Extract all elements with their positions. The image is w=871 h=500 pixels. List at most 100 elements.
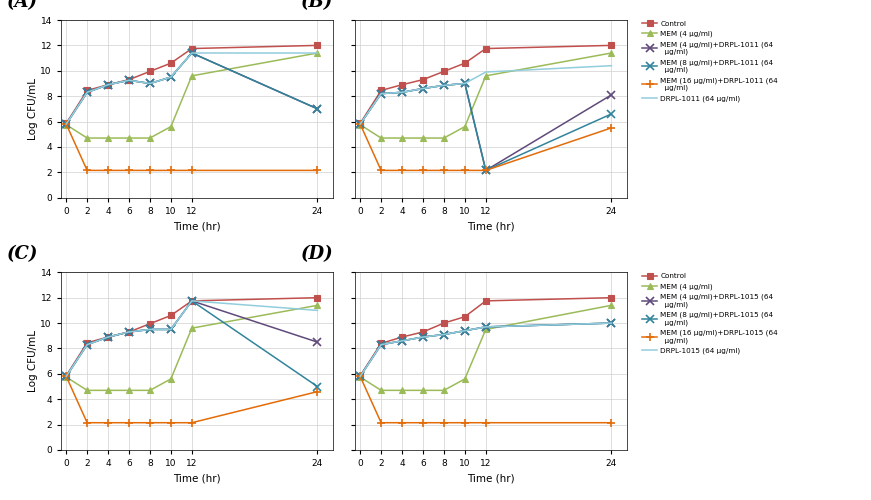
DRPL-1013 (64 μg/ml) [61,374,71,380]
MEM (8 μg/ml)+DRPL-1015 (64
  μg/ml) [376,342,387,347]
MEM (8 μg/ml)+DRPL-1001 (64
  μg/ml) [312,106,322,112]
Line: DRPL-1015 (64 μg/ml): DRPL-1015 (64 μg/ml) [361,323,611,376]
MEM (4 μg/ml) [103,388,113,394]
Control [418,329,429,335]
MEM (16 μg/ml)+DRPL-1001 (64
  μg/ml) [103,168,113,173]
DRPL-1015 (64 μg/ml) [481,324,491,330]
MEM (16 μg/ml)+DRPL-1015 (64
  μg/ml) [418,420,429,426]
MEM (4 μg/ml)+DRPL-1013 (64
  μg/ml) [312,339,322,345]
DRPL-1013 (64 μg/ml) [165,326,176,332]
MEM (4 μg/ml) [376,388,387,394]
MEM (8 μg/ml)+DRPL-1011 (64
  μg/ml) [376,90,387,96]
MEM (4 μg/ml) [312,50,322,56]
MEM (8 μg/ml)+DRPL-1001 (64
  μg/ml) [82,90,92,96]
MEM (8 μg/ml)+DRPL-1001 (64
  μg/ml) [124,78,134,84]
MEM (4 μg/ml) [439,388,449,394]
Control [418,76,429,82]
MEM (16 μg/ml)+DRPL-1001 (64
  μg/ml) [312,168,322,173]
MEM (4 μg/ml)+DRPL-1015 (64
  μg/ml) [376,342,387,347]
MEM (8 μg/ml)+DRPL-1011 (64
  μg/ml) [481,168,491,173]
MEM (16 μg/ml)+DRPL-1011 (64
  μg/ml) [481,168,491,173]
MEM (8 μg/ml)+DRPL-1001 (64
  μg/ml) [61,121,71,127]
MEM (8 μg/ml)+DRPL-1013 (64
  μg/ml) [312,384,322,390]
MEM (16 μg/ml)+DRPL-1011 (64
  μg/ml) [397,168,408,173]
MEM (16 μg/ml)+DRPL-1013 (64
  μg/ml) [312,388,322,394]
MEM (8 μg/ml)+DRPL-1013 (64
  μg/ml) [124,329,134,335]
MEM (4 μg/ml) [124,135,134,141]
Line: MEM (16 μg/ml)+DRPL-1011 (64
  μg/ml): MEM (16 μg/ml)+DRPL-1011 (64 μg/ml) [356,120,615,174]
MEM (16 μg/ml)+DRPL-1001 (64
  μg/ml) [145,168,155,173]
Control [376,88,387,94]
DRPL-1011 (64 μg/ml) [397,90,408,96]
DRPL-1015 (64 μg/ml) [439,332,449,338]
MEM (4 μg/ml) [124,388,134,394]
Line: Control: Control [357,42,615,126]
MEM (16 μg/ml)+DRPL-1013 (64
  μg/ml) [61,374,71,380]
DRPL-1011 (64 μg/ml) [376,90,387,96]
MEM (4 μg/ml) [397,135,408,141]
MEM (8 μg/ml)+DRPL-1013 (64
  μg/ml) [145,326,155,332]
MEM (4 μg/ml) [165,376,176,382]
MEM (4 μg/ml) [82,135,92,141]
MEM (4 μg/ml) [355,122,366,128]
Text: (D): (D) [300,246,333,264]
DRPL-1001 (64 μg/ml) [124,78,134,84]
Control [481,298,491,304]
MEM (16 μg/ml)+DRPL-1015 (64
  μg/ml) [439,420,449,426]
DRPL-1011 (64 μg/ml) [481,69,491,75]
Line: MEM (16 μg/ml)+DRPL-1015 (64
  μg/ml): MEM (16 μg/ml)+DRPL-1015 (64 μg/ml) [356,372,615,426]
MEM (4 μg/ml)+DRPL-1015 (64
  μg/ml) [355,374,366,380]
MEM (4 μg/ml) [481,73,491,79]
Control [312,294,322,300]
MEM (8 μg/ml)+DRPL-1015 (64
  μg/ml) [460,328,470,334]
MEM (4 μg/ml)+DRPL-1011 (64
  μg/ml) [397,90,408,96]
Y-axis label: Log CFU/mL: Log CFU/mL [28,330,37,392]
MEM (4 μg/ml)+DRPL-1001 (64
  μg/ml) [61,121,71,127]
MEM (4 μg/ml)+DRPL-1001 (64
  μg/ml) [165,74,176,80]
MEM (4 μg/ml)+DRPL-1013 (64
  μg/ml) [103,334,113,340]
Control [439,68,449,74]
MEM (16 μg/ml)+DRPL-1013 (64
  μg/ml) [186,420,197,426]
DRPL-1001 (64 μg/ml) [103,82,113,87]
DRPL-1013 (64 μg/ml) [312,308,322,314]
Line: MEM (4 μg/ml): MEM (4 μg/ml) [357,50,615,141]
MEM (8 μg/ml)+DRPL-1001 (64
  μg/ml) [165,74,176,80]
MEM (4 μg/ml)+DRPL-1011 (64
  μg/ml) [376,90,387,96]
DRPL-1013 (64 μg/ml) [124,329,134,335]
X-axis label: Time (hr): Time (hr) [173,474,221,484]
DRPL-1011 (64 μg/ml) [460,80,470,86]
MEM (16 μg/ml)+DRPL-1015 (64
  μg/ml) [397,420,408,426]
DRPL-1001 (64 μg/ml) [61,121,71,127]
MEM (4 μg/ml) [439,135,449,141]
Text: (C): (C) [7,246,38,264]
MEM (4 μg/ml) [145,135,155,141]
MEM (4 μg/ml)+DRPL-1011 (64
  μg/ml) [606,92,617,98]
MEM (8 μg/ml)+DRPL-1013 (64
  μg/ml) [82,342,92,347]
MEM (4 μg/ml)+DRPL-1013 (64
  μg/ml) [124,329,134,335]
MEM (4 μg/ml) [606,302,617,308]
MEM (8 μg/ml)+DRPL-1015 (64
  μg/ml) [397,338,408,344]
MEM (8 μg/ml)+DRPL-1015 (64
  μg/ml) [418,334,429,340]
MEM (4 μg/ml)+DRPL-1001 (64
  μg/ml) [312,106,322,112]
Control [103,334,113,340]
MEM (16 μg/ml)+DRPL-1013 (64
  μg/ml) [145,420,155,426]
MEM (8 μg/ml)+DRPL-1011 (64
  μg/ml) [418,86,429,91]
MEM (4 μg/ml)+DRPL-1013 (64
  μg/ml) [145,326,155,332]
Legend: Control, MEM (4 μg/ml), MEM (4 μg/ml)+DRPL-1011 (64
  μg/ml), MEM (8 μg/ml)+DRPL: Control, MEM (4 μg/ml), MEM (4 μg/ml)+DR… [642,20,779,102]
MEM (4 μg/ml) [355,374,366,380]
MEM (8 μg/ml)+DRPL-1015 (64
  μg/ml) [606,320,617,326]
MEM (16 μg/ml)+DRPL-1001 (64
  μg/ml) [61,121,71,127]
MEM (16 μg/ml)+DRPL-1011 (64
  μg/ml) [418,168,429,173]
Line: MEM (8 μg/ml)+DRPL-1001 (64
  μg/ml): MEM (8 μg/ml)+DRPL-1001 (64 μg/ml) [63,49,321,128]
DRPL-1001 (64 μg/ml) [82,90,92,96]
MEM (8 μg/ml)+DRPL-1015 (64
  μg/ml) [355,374,366,380]
MEM (4 μg/ml) [418,135,429,141]
X-axis label: Time (hr): Time (hr) [467,222,515,232]
MEM (8 μg/ml)+DRPL-1001 (64
  μg/ml) [145,80,155,86]
Control [355,373,366,379]
Legend: Control, MEM (4 μg/ml), MEM (4 μg/ml)+DRPL-1015 (64
  μg/ml), MEM (8 μg/ml)+DRPL: Control, MEM (4 μg/ml), MEM (4 μg/ml)+DR… [642,272,779,355]
Control [312,42,322,48]
MEM (4 μg/ml)+DRPL-1001 (64
  μg/ml) [82,90,92,96]
Line: MEM (4 μg/ml): MEM (4 μg/ml) [63,50,321,141]
MEM (4 μg/ml)+DRPL-1011 (64
  μg/ml) [439,82,449,88]
